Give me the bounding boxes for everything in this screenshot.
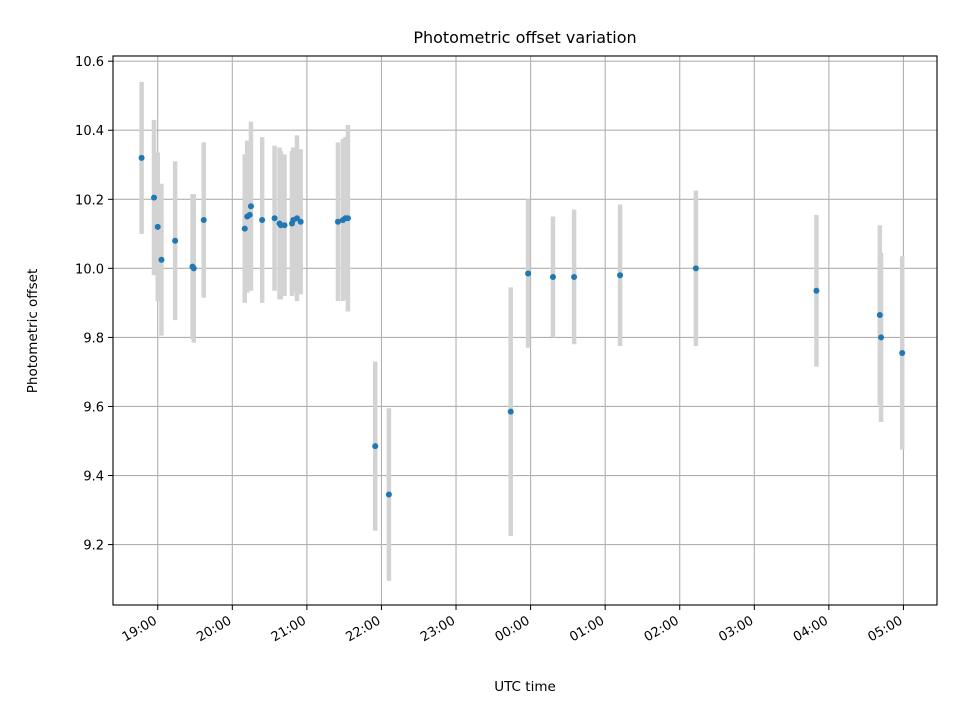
data-point (271, 215, 278, 222)
plot-frame (112, 55, 938, 606)
y-tick-label: 9.8 (83, 331, 104, 346)
chart-title: Photometric offset variation (413, 28, 636, 47)
data-point (200, 217, 207, 224)
data-point (692, 265, 699, 272)
data-point (878, 334, 885, 341)
data-point (151, 194, 158, 201)
y-tick-label: 9.2 (83, 539, 104, 554)
data-point (549, 273, 556, 280)
data-point (259, 217, 266, 224)
data-point (138, 154, 145, 161)
y-tick-label: 10.2 (75, 193, 104, 208)
data-point (246, 211, 253, 218)
data-point (372, 443, 379, 450)
y-tick-label: 10.6 (75, 55, 104, 70)
data-point (247, 203, 254, 210)
y-axis-label: Photometric offset (25, 269, 41, 393)
data-point (172, 237, 179, 244)
data-point (334, 218, 341, 225)
data-point (344, 215, 351, 222)
data-points (138, 154, 906, 498)
data-point (158, 256, 165, 263)
data-point (899, 349, 906, 356)
data-point (617, 272, 624, 279)
data-point (241, 225, 248, 232)
x-axis-label: UTC time (494, 679, 556, 695)
data-point (525, 270, 532, 277)
y-tick-label: 9.4 (83, 470, 104, 485)
y-tick-label: 10.4 (75, 124, 104, 139)
y-tick-label: 10.0 (75, 262, 104, 277)
data-point (281, 222, 288, 229)
y-axis-ticks: 9.2 9.4 9.6 9.8 10.0 10.2 10.4 10.6 (75, 55, 113, 554)
data-point (190, 265, 197, 272)
data-point (154, 223, 161, 230)
data-point (385, 491, 392, 498)
y-tick-label: 9.6 (83, 400, 104, 415)
data-point (813, 287, 820, 294)
data-point (297, 218, 304, 225)
data-point (507, 408, 514, 415)
data-point (876, 311, 883, 318)
data-point (571, 273, 578, 280)
